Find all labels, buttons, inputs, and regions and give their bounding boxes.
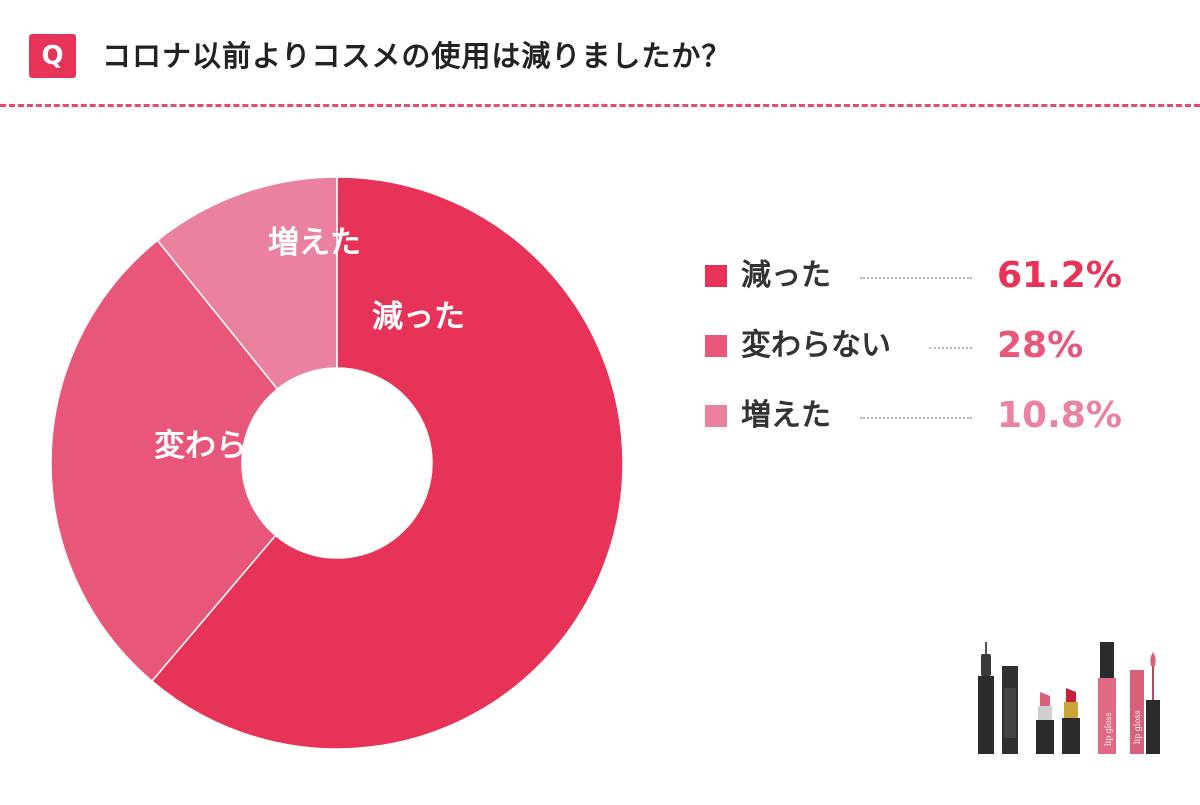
slice-increased-label: 増えた: [268, 225, 361, 261]
slice-decreased-label: 減った: [372, 299, 465, 335]
lip-gloss-text: lip gloss: [1133, 711, 1142, 745]
legend-swatch: [705, 265, 727, 287]
legend-leader-line: [860, 417, 972, 419]
legend-item-unchanged: 変わらない 28%: [705, 320, 1125, 390]
chart-legend: 減った 61.2% 変わらない 28% 増えた 10.8%: [705, 250, 1125, 460]
legend-label: 減った: [741, 258, 831, 293]
legend-value: 10.8%: [997, 395, 1122, 436]
lipstick-icon: [1036, 692, 1054, 754]
slice-unchanged-label: 変わらない: [154, 428, 309, 464]
slice-increased: [156, 176, 338, 391]
legend-swatch: [705, 405, 727, 427]
legend-label: 増えた: [741, 398, 831, 433]
lip-gloss-text: lip gloss: [1104, 713, 1113, 747]
legend-swatch: [705, 335, 727, 357]
header-divider: [0, 104, 1200, 107]
mascara-icon: [978, 642, 1018, 754]
legend-leader-line: [929, 347, 972, 349]
lip-gloss-icon: lip gloss: [1098, 642, 1116, 754]
legend-item-decreased: 減った 61.2%: [705, 250, 1125, 320]
legend-value: 28%: [997, 325, 1084, 366]
lipstick-icon: [1062, 688, 1080, 754]
legend-value: 61.2%: [997, 255, 1122, 296]
legend-item-increased: 増えた 10.8%: [705, 390, 1125, 460]
lip-gloss-icon: lip gloss: [1130, 652, 1160, 754]
legend-label: 変わらない: [741, 328, 891, 363]
question-title: コロナ以前よりコスメの使用は減りましたか？: [102, 39, 732, 73]
question-header: Q コロナ以前よりコスメの使用は減りましたか？: [0, 0, 1200, 107]
chart-slices: [50, 176, 624, 750]
legend-leader-line: [860, 277, 972, 279]
slice-decreased: [150, 176, 624, 750]
question-badge: Q: [29, 34, 76, 78]
cosmetics-illustration: lip gloss lip gloss: [978, 642, 1160, 754]
slice-unchanged: [50, 239, 279, 683]
